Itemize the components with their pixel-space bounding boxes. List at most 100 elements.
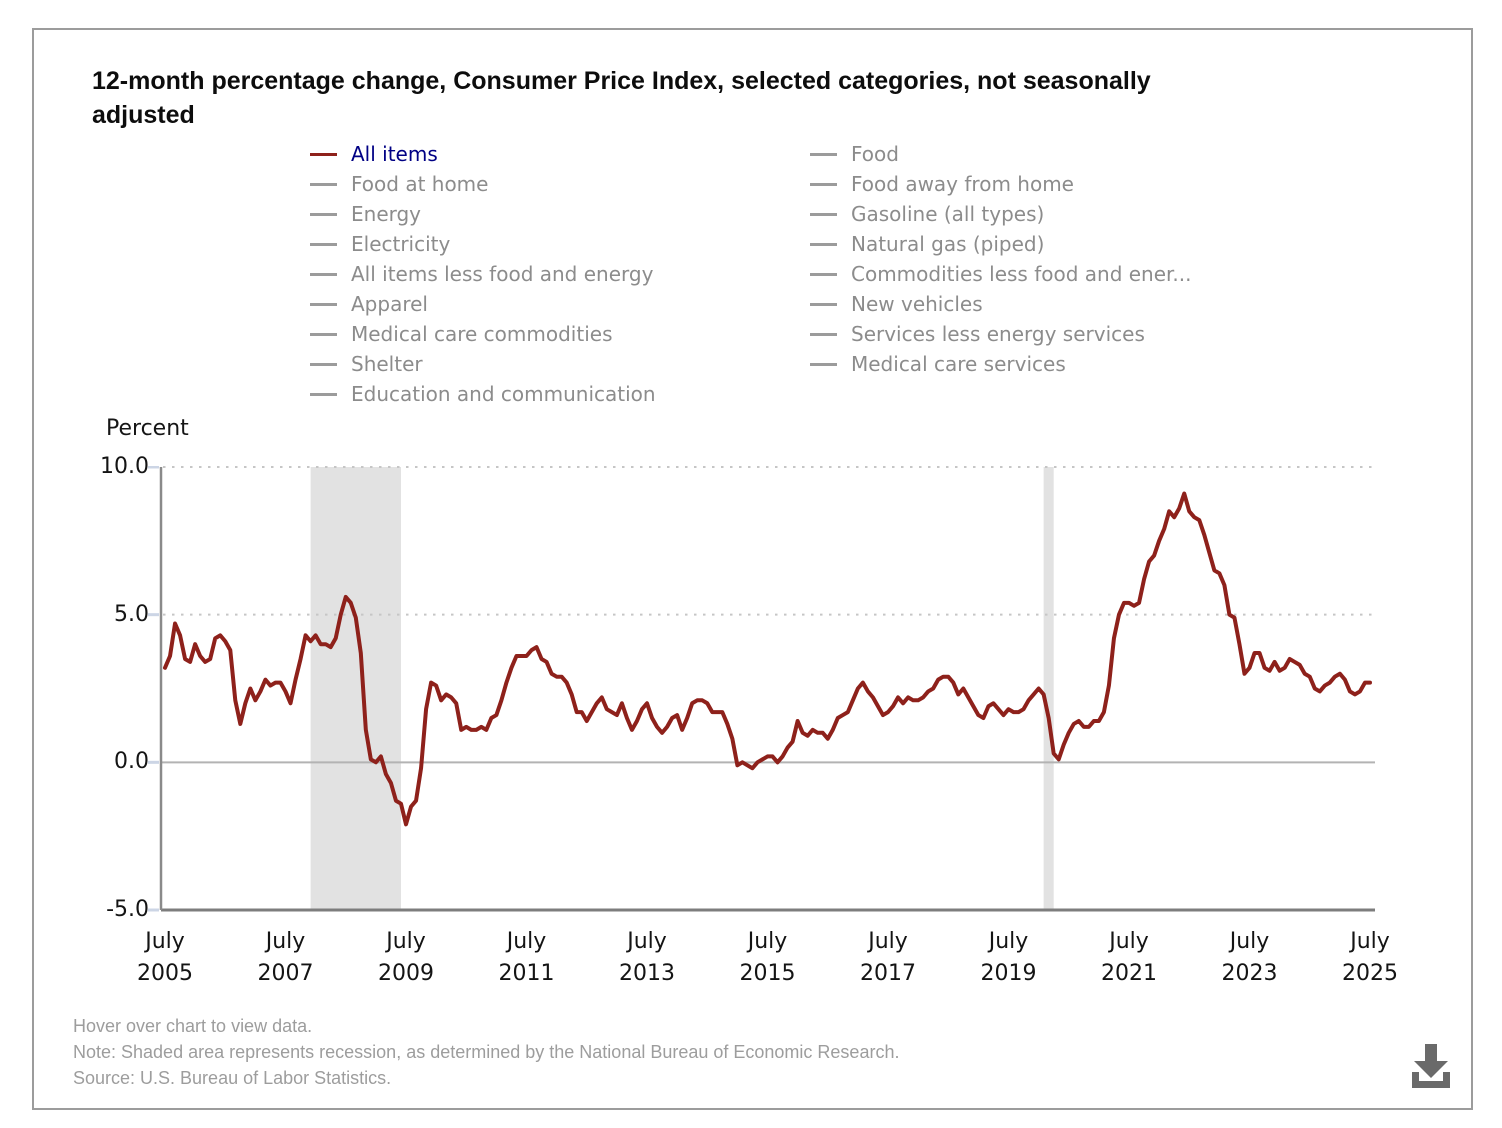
legend-label-new-vehicles: New vehicles	[851, 292, 983, 316]
x-tick-year-2009: 2009	[378, 961, 434, 986]
legend-swatch-all-items-less-food-and-energy	[310, 272, 337, 276]
legend-label-commodities-less-food-and-ener: Commodities less food and ener...	[851, 262, 1192, 286]
x-tick-label-2007: July 2007	[221, 926, 351, 990]
x-tick-month-2017: July	[868, 929, 908, 954]
legend-swatch-gasoline-all-types	[810, 212, 837, 216]
legend-swatch-food	[810, 152, 837, 156]
recession-band-2	[1043, 467, 1054, 910]
chart-title-line-1: 12-month percentage change, Consumer Pri…	[92, 67, 1151, 95]
legend-label-medical-care-commodities: Medical care commodities	[351, 322, 613, 346]
download-button[interactable]	[1408, 1041, 1454, 1091]
x-tick-year-2015: 2015	[739, 961, 796, 986]
legend-item-food[interactable]: Food	[810, 139, 1192, 169]
series-line-all-items[interactable]	[163, 491, 1372, 827]
legend-swatch-energy	[310, 212, 337, 216]
legend-swatch-commodities-less-food-and-ener	[810, 272, 837, 276]
legend-item-food-away-from-home[interactable]: Food away from home	[810, 169, 1192, 199]
legend-label-natural-gas-piped: Natural gas (piped)	[851, 232, 1045, 256]
x-tick-label-2021: July 2021	[1064, 926, 1194, 990]
legend-label-food: Food	[851, 142, 899, 166]
legend-label-energy: Energy	[351, 202, 422, 226]
legend-item-education-and-communication[interactable]: Education and communication	[310, 379, 656, 409]
x-tick-label-2015: July 2015	[703, 926, 833, 990]
x-tick-label-2023: July 2023	[1185, 926, 1315, 990]
x-tick-year-2005: 2005	[137, 961, 193, 986]
x-tick-label-2013: July 2013	[582, 926, 712, 990]
chart-title: 12-month percentage change, Consumer Pri…	[92, 64, 1297, 132]
legend-item-energy[interactable]: Energy	[310, 199, 656, 229]
x-tick-month-2023: July	[1229, 929, 1270, 954]
chart-footnotes: Hover over chart to view data. Note: Sha…	[73, 1013, 899, 1091]
legend-label-food-away-from-home: Food away from home	[851, 172, 1074, 196]
legend-label-services-less-energy-services: Services less energy services	[851, 322, 1145, 346]
x-tick-month-2021: July	[1109, 929, 1149, 954]
x-tick-year-2021: 2021	[1101, 961, 1157, 986]
x-tick-year-2019: 2019	[980, 961, 1037, 986]
x-tick-month-2007: July	[265, 929, 306, 954]
legend-column-left: All items Food at home Energy Electricity Al…	[310, 139, 656, 409]
y-tick-label-10.0: 10.0	[100, 454, 149, 479]
legend-item-medical-care-commodities[interactable]: Medical care commodities	[310, 319, 656, 349]
x-tick-month-2009: July	[386, 929, 426, 954]
x-tick-month-2013: July	[627, 929, 667, 954]
legend-label-gasoline-all-types: Gasoline (all types)	[851, 202, 1045, 226]
x-tick-month-2025: July	[1350, 929, 1390, 954]
legend-item-natural-gas-piped[interactable]: Natural gas (piped)	[810, 229, 1192, 259]
legend-item-gasoline-all-types[interactable]: Gasoline (all types)	[810, 199, 1192, 229]
legend-column-right: Food Food away from home Gasoline (all typ…	[810, 139, 1192, 379]
legend-item-new-vehicles[interactable]: New vehicles	[810, 289, 1192, 319]
source-note: Source: U.S. Bureau of Labor Statistics.	[73, 1068, 392, 1088]
legend-label-medical-care-services: Medical care services	[851, 352, 1066, 376]
legend-label-education-and-communication: Education and communication	[351, 382, 656, 406]
x-tick-label-2005: July 2005	[100, 926, 230, 990]
legend-label-electricity: Electricity	[351, 232, 451, 256]
legend-label-all-items: All items	[351, 142, 438, 166]
legend-item-all-items[interactable]: All items	[310, 139, 656, 169]
x-tick-year-2011: 2011	[498, 961, 555, 986]
chart-title-line-2: adjusted	[92, 101, 195, 129]
x-tick-label-2025: July 2025	[1305, 926, 1435, 990]
x-tick-month-2011: July	[506, 929, 547, 954]
legend-item-food-at-home[interactable]: Food at home	[310, 169, 656, 199]
x-tick-year-2023: 2023	[1221, 961, 1278, 986]
legend-swatch-food-at-home	[310, 182, 337, 186]
x-tick-label-2009: July 2009	[341, 926, 471, 990]
x-tick-year-2013: 2013	[619, 961, 675, 986]
legend-item-apparel[interactable]: Apparel	[310, 289, 656, 319]
x-tick-label-2017: July 2017	[823, 926, 953, 990]
legend-swatch-new-vehicles	[810, 302, 837, 306]
x-tick-month-2005: July	[145, 929, 185, 954]
x-tick-month-2019: July	[988, 929, 1029, 954]
legend-item-commodities-less-food-and-ener[interactable]: Commodities less food and ener...	[810, 259, 1192, 289]
x-tick-label-2019: July 2019	[944, 926, 1074, 990]
legend-swatch-shelter	[310, 362, 337, 366]
x-tick-year-2017: 2017	[860, 961, 916, 986]
x-tick-year-2007: 2007	[257, 961, 314, 986]
y-tick-label--5.0: -5.0	[106, 897, 149, 922]
legend-swatch-medical-care-commodities	[310, 332, 337, 336]
legend-label-all-items-less-food-and-energy: All items less food and energy	[351, 262, 654, 286]
y-axis-title: Percent	[106, 416, 189, 441]
legend-swatch-services-less-energy-services	[810, 332, 837, 336]
chart-card: 12-month percentage change, Consumer Pri…	[32, 28, 1473, 1110]
legend-label-food-at-home: Food at home	[351, 172, 489, 196]
download-icon	[1412, 1044, 1450, 1088]
cpi-line-chart[interactable]	[148, 466, 1388, 913]
legend-item-electricity[interactable]: Electricity	[310, 229, 656, 259]
y-tick-label-5.0: 5.0	[114, 601, 149, 627]
y-tick-label-0.0: 0.0	[114, 749, 149, 775]
recession-band-1	[310, 467, 401, 910]
legend-swatch-natural-gas-piped	[810, 242, 837, 246]
legend-swatch-electricity	[310, 242, 337, 246]
legend-item-services-less-energy-services[interactable]: Services less energy services	[810, 319, 1192, 349]
legend-swatch-apparel	[310, 302, 337, 306]
legend-item-all-items-less-food-and-energy[interactable]: All items less food and energy	[310, 259, 656, 289]
x-tick-year-2025: 2025	[1342, 961, 1398, 986]
legend-item-medical-care-services[interactable]: Medical care services	[810, 349, 1192, 379]
legend-item-shelter[interactable]: Shelter	[310, 349, 656, 379]
legend-swatch-education-and-communication	[310, 392, 337, 396]
recession-note: Note: Shaded area represents recession, …	[73, 1042, 900, 1062]
hover-hint: Hover over chart to view data.	[73, 1016, 313, 1036]
x-tick-month-2015: July	[747, 929, 788, 954]
legend-swatch-medical-care-services	[810, 362, 837, 366]
